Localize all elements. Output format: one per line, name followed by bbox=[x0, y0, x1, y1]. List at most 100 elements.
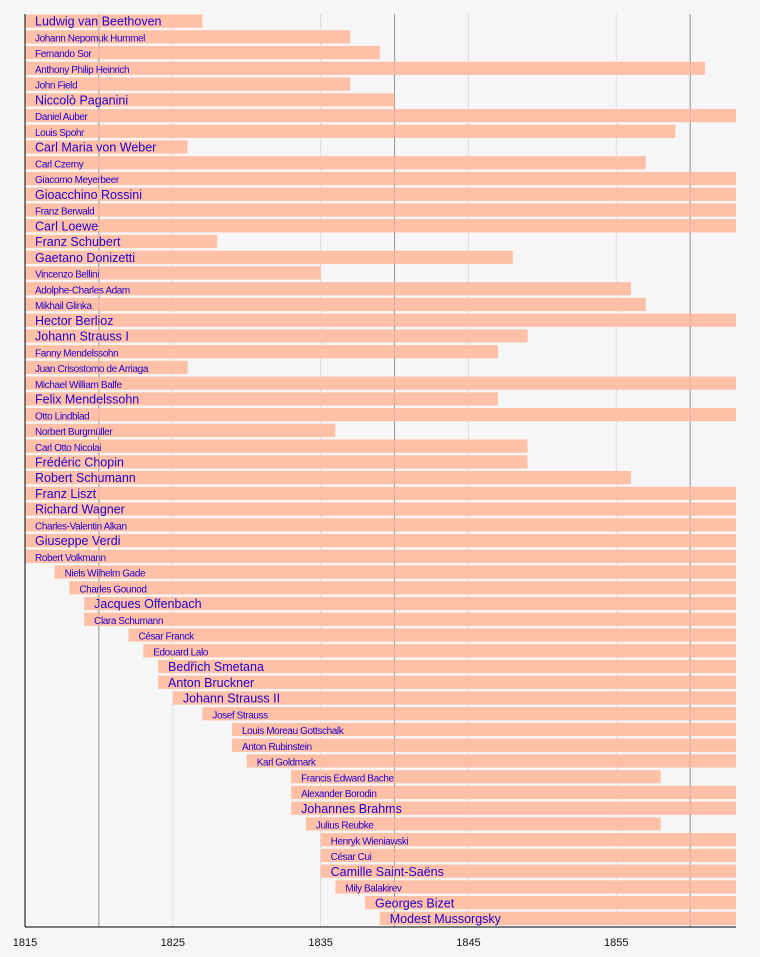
composer-label[interactable]: Mily Balakirev bbox=[345, 884, 402, 895]
composer-label[interactable]: Hector Berlioz bbox=[35, 314, 114, 328]
composer-label[interactable]: Robert Volkmann bbox=[35, 553, 106, 564]
composer-label[interactable]: Robert Schumann bbox=[35, 471, 136, 485]
timeline-row: Julius Reubke bbox=[305, 817, 661, 832]
timeline-row: Anthony Philip Heinrich bbox=[25, 61, 705, 76]
composer-label[interactable]: Fanny Mendelssohn bbox=[35, 348, 119, 359]
timeline-row: Richard Wagner bbox=[25, 502, 736, 517]
timeline-row: Charles-Valentin Alkan bbox=[25, 518, 736, 532]
timeline-row: Franz Berwald bbox=[25, 203, 736, 218]
composer-label[interactable]: Carl Maria von Weber bbox=[35, 141, 156, 155]
composer-label[interactable]: Carl Otto Nicolai bbox=[35, 443, 102, 454]
composer-label[interactable]: Julius Reubke bbox=[316, 821, 375, 832]
timeline-row: Adolphe-Charles Adam bbox=[25, 282, 632, 296]
lifespan-bar bbox=[25, 376, 736, 390]
lifespan-bar bbox=[25, 408, 736, 422]
timeline-row: Gaetano Donizetti bbox=[25, 250, 513, 265]
composer-label[interactable]: Niels Wilhelm Gade bbox=[65, 569, 147, 580]
composer-label[interactable]: Johannes Brahms bbox=[301, 802, 402, 816]
composer-label[interactable]: Ludwig van Beethoven bbox=[35, 15, 162, 29]
timeline-row: Niccolò Paganini bbox=[25, 93, 395, 107]
composer-label[interactable]: Anton Rubinstein bbox=[242, 742, 312, 753]
composer-label[interactable]: Frédéric Chopin bbox=[35, 456, 124, 470]
composer-label[interactable]: Francis Edward Bache bbox=[301, 773, 395, 784]
lifespan-bar bbox=[25, 156, 646, 170]
composer-label[interactable]: Georges Bizet bbox=[375, 896, 455, 910]
lifespan-bar bbox=[25, 171, 736, 186]
composer-label[interactable]: Felix Mendelssohn bbox=[35, 393, 139, 407]
timeline-row: Ludwig van Beethoven bbox=[25, 14, 203, 29]
timeline-row: Vincenzo Bellini bbox=[25, 266, 321, 281]
composer-label[interactable]: Gioacchino Rossini bbox=[35, 188, 142, 202]
composer-label[interactable]: Karl Goldmark bbox=[257, 758, 318, 769]
lifespan-bar bbox=[25, 282, 632, 296]
timeline-row: Carl Maria von Weber bbox=[25, 140, 188, 155]
composer-label[interactable]: Giuseppe Verdi bbox=[35, 534, 120, 548]
lifespan-bar bbox=[25, 486, 736, 500]
timeline-row: Giacomo Meyerbeer bbox=[25, 171, 736, 186]
lifespan-bar bbox=[25, 329, 528, 343]
composer-label[interactable]: Charles-Valentin Alkan bbox=[35, 521, 127, 532]
composer-label[interactable]: Richard Wagner bbox=[35, 503, 125, 517]
timeline-row: Clara Schumann bbox=[84, 612, 736, 627]
lifespan-bar bbox=[25, 140, 188, 154]
composer-label[interactable]: Camille Saint-Saëns bbox=[331, 865, 444, 879]
lifespan-bar bbox=[25, 234, 218, 249]
lifespan-bar bbox=[25, 471, 632, 485]
composer-label[interactable]: Clara Schumann bbox=[94, 616, 163, 627]
lifespan-bar bbox=[25, 108, 736, 123]
lifespan-bar bbox=[25, 360, 188, 375]
composer-label[interactable]: Louis Moreau Gottschalk bbox=[242, 726, 345, 737]
lifespan-bar bbox=[25, 219, 736, 233]
composer-label[interactable]: Otto Lindblad bbox=[35, 411, 90, 422]
composer-label[interactable]: Bedřich Smetana bbox=[168, 660, 264, 674]
composer-label[interactable]: Giacomo Meyerbeer bbox=[35, 175, 120, 186]
timeline-row: Fernando Sor bbox=[25, 45, 380, 60]
timeline-row: Otto Lindblad bbox=[25, 408, 736, 422]
composer-label[interactable]: Adolphe-Charles Adam bbox=[35, 285, 130, 296]
composer-label[interactable]: Modest Mussorgsky bbox=[390, 912, 502, 926]
composer-label[interactable]: Johann Strauss I bbox=[35, 330, 129, 344]
composer-label[interactable]: Charles Gounod bbox=[79, 584, 147, 595]
composer-label[interactable]: Alexander Borodin bbox=[301, 789, 377, 800]
timeline-row: César Franck bbox=[128, 628, 737, 643]
composer-label[interactable]: César Cui bbox=[331, 852, 372, 863]
composer-label[interactable]: Niccolò Paganini bbox=[35, 93, 128, 107]
composer-label[interactable]: Franz Berwald bbox=[35, 207, 95, 218]
composer-label[interactable]: Michael William Balfe bbox=[35, 380, 123, 391]
composer-label[interactable]: Jacques Offenbach bbox=[94, 597, 202, 611]
composer-label[interactable]: Norbert Burgmüller bbox=[35, 427, 114, 438]
timeline-row: Daniel Auber bbox=[25, 108, 736, 123]
lifespan-bar bbox=[25, 313, 736, 327]
lifespan-bar bbox=[25, 45, 380, 60]
lifespan-bar bbox=[25, 77, 351, 91]
composer-label[interactable]: Johann Nepomuk Hummel bbox=[35, 33, 146, 44]
lifespan-bar bbox=[25, 549, 736, 563]
composer-label[interactable]: Edouard Lalo bbox=[153, 647, 209, 658]
composer-label[interactable]: César Franck bbox=[138, 632, 195, 643]
composer-label[interactable]: Daniel Auber bbox=[35, 112, 89, 123]
lifespan-bar bbox=[25, 250, 513, 264]
composer-label[interactable]: Johann Strauss II bbox=[183, 692, 280, 706]
composer-label[interactable]: Louis Spohr bbox=[35, 128, 85, 139]
composer-label[interactable]: Fernando Sor bbox=[35, 49, 93, 60]
composer-label[interactable]: John Field bbox=[35, 81, 78, 92]
timeline-row: Franz Liszt bbox=[25, 486, 736, 501]
lifespan-bar bbox=[291, 801, 736, 815]
x-tick-label: 1815 bbox=[13, 937, 37, 949]
lifespan-bar bbox=[84, 612, 736, 626]
composer-label[interactable]: Franz Liszt bbox=[35, 487, 97, 501]
composer-label[interactable]: Franz Schubert bbox=[35, 235, 121, 249]
composer-label[interactable]: Gaetano Donizetti bbox=[35, 251, 135, 265]
composer-label[interactable]: Josef Strauss bbox=[212, 710, 268, 721]
composer-label[interactable]: Anthony Philip Heinrich bbox=[35, 65, 130, 76]
composer-label[interactable]: Henryk Wieniawski bbox=[331, 836, 409, 847]
composer-label[interactable]: Juan Crisostomo de Arriaga bbox=[35, 364, 149, 375]
composer-label[interactable]: Mikhail Glinka bbox=[35, 301, 93, 312]
composer-label[interactable]: Carl Czerny bbox=[35, 159, 84, 170]
x-tick-label: 1855 bbox=[604, 937, 628, 949]
composer-label[interactable]: Carl Loewe bbox=[35, 219, 98, 233]
composer-label[interactable]: Vincenzo Bellini bbox=[35, 270, 100, 281]
timeline-row: Felix Mendelssohn bbox=[25, 392, 499, 407]
lifespan-bar bbox=[54, 565, 736, 579]
composer-label[interactable]: Anton Bruckner bbox=[168, 676, 254, 690]
